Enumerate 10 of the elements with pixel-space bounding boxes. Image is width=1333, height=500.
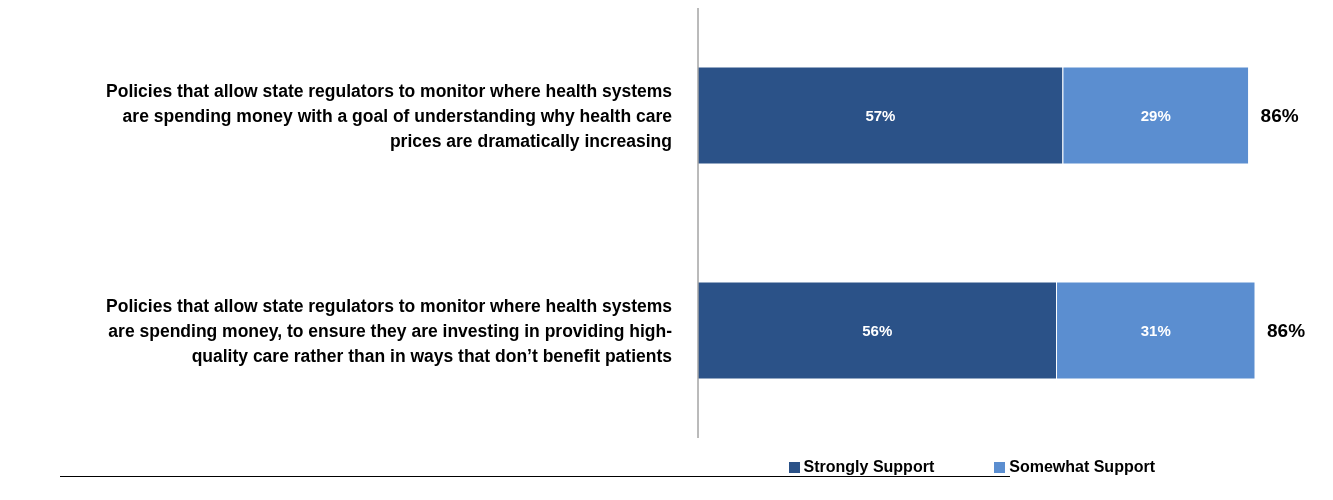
data-label: 31% [1140,321,1171,339]
legend-label: Strongly Support [802,458,935,476]
total-label: 86% [1260,105,1299,127]
total-label: 86% [1267,320,1306,342]
legend-label: Somewhat Support [1008,458,1155,476]
y-tick-label: Policies that allow state regulators to monitor where health systems are spending money with a goal of understanding why health care prices are dramatically increasing [106,80,673,151]
data-label: 29% [1140,106,1171,124]
data-label: 56% [862,321,893,339]
y-tick-label: Policies that allow state regulators to monitor where health systems are spending money, to ensure they are investing in providing high-quality care rather than in ways that don’t benefit patients [106,295,673,366]
data-label: 57% [865,106,896,124]
